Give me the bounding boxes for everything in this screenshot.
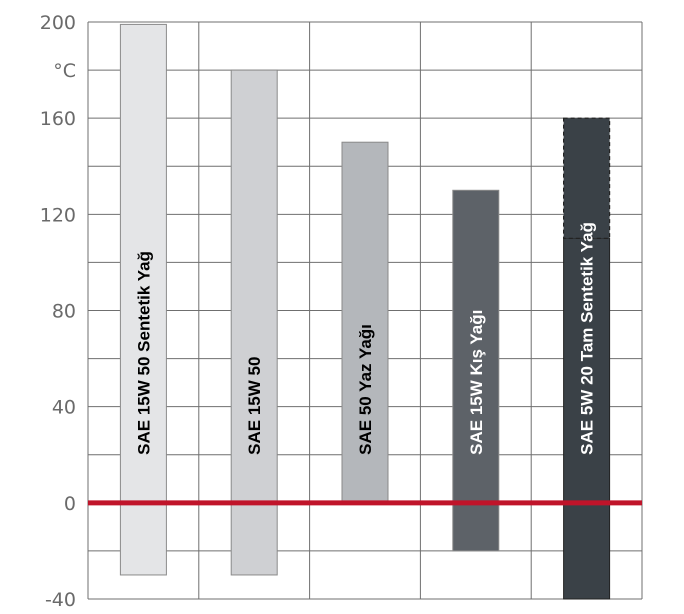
y-tick-label: 40 <box>52 397 76 419</box>
y-tick-label: 120 <box>40 204 76 226</box>
y-tick-label: -40 <box>45 589 76 611</box>
bar-label: SAE 5W 20 Tam Sentetik Yağ <box>578 222 597 455</box>
range-bar <box>230 69 278 576</box>
range-bar <box>563 237 611 600</box>
range-bar-dashed-top <box>562 117 611 239</box>
range-bar <box>452 189 500 552</box>
range-bar <box>119 23 167 576</box>
y-tick-label: 80 <box>52 301 76 323</box>
y-tick-label: 0 <box>64 493 76 515</box>
bar-label: SAE 15W 50 <box>245 357 264 455</box>
range-bar <box>341 141 389 504</box>
bar-label: SAE 50 Yaz Yağı <box>356 324 375 455</box>
bar-label: SAE 15W Kış Yağı <box>467 310 486 455</box>
bar-label: SAE 15W 50 Sentetik Yağ <box>134 251 153 455</box>
y-tick-label: 200 <box>40 12 76 34</box>
y-unit-label: °C <box>53 60 76 82</box>
y-tick-label: 160 <box>40 108 76 130</box>
